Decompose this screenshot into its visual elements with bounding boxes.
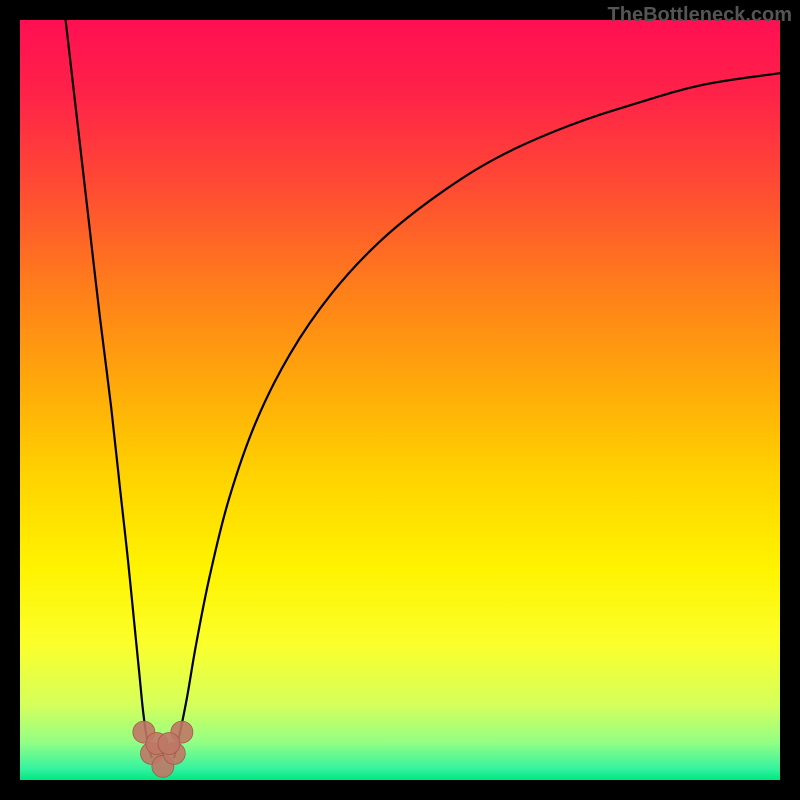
chart-plot-area: [20, 20, 780, 780]
chart-svg: [0, 0, 800, 800]
watermark-text: TheBottleneck.com: [608, 4, 792, 27]
foot-blob: [158, 733, 180, 755]
bottleneck-chart: TheBottleneck.com: [0, 0, 800, 800]
